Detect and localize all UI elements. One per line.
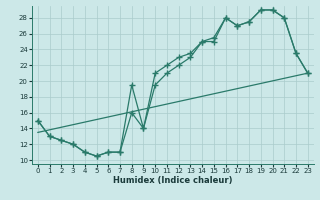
X-axis label: Humidex (Indice chaleur): Humidex (Indice chaleur) — [113, 176, 233, 185]
